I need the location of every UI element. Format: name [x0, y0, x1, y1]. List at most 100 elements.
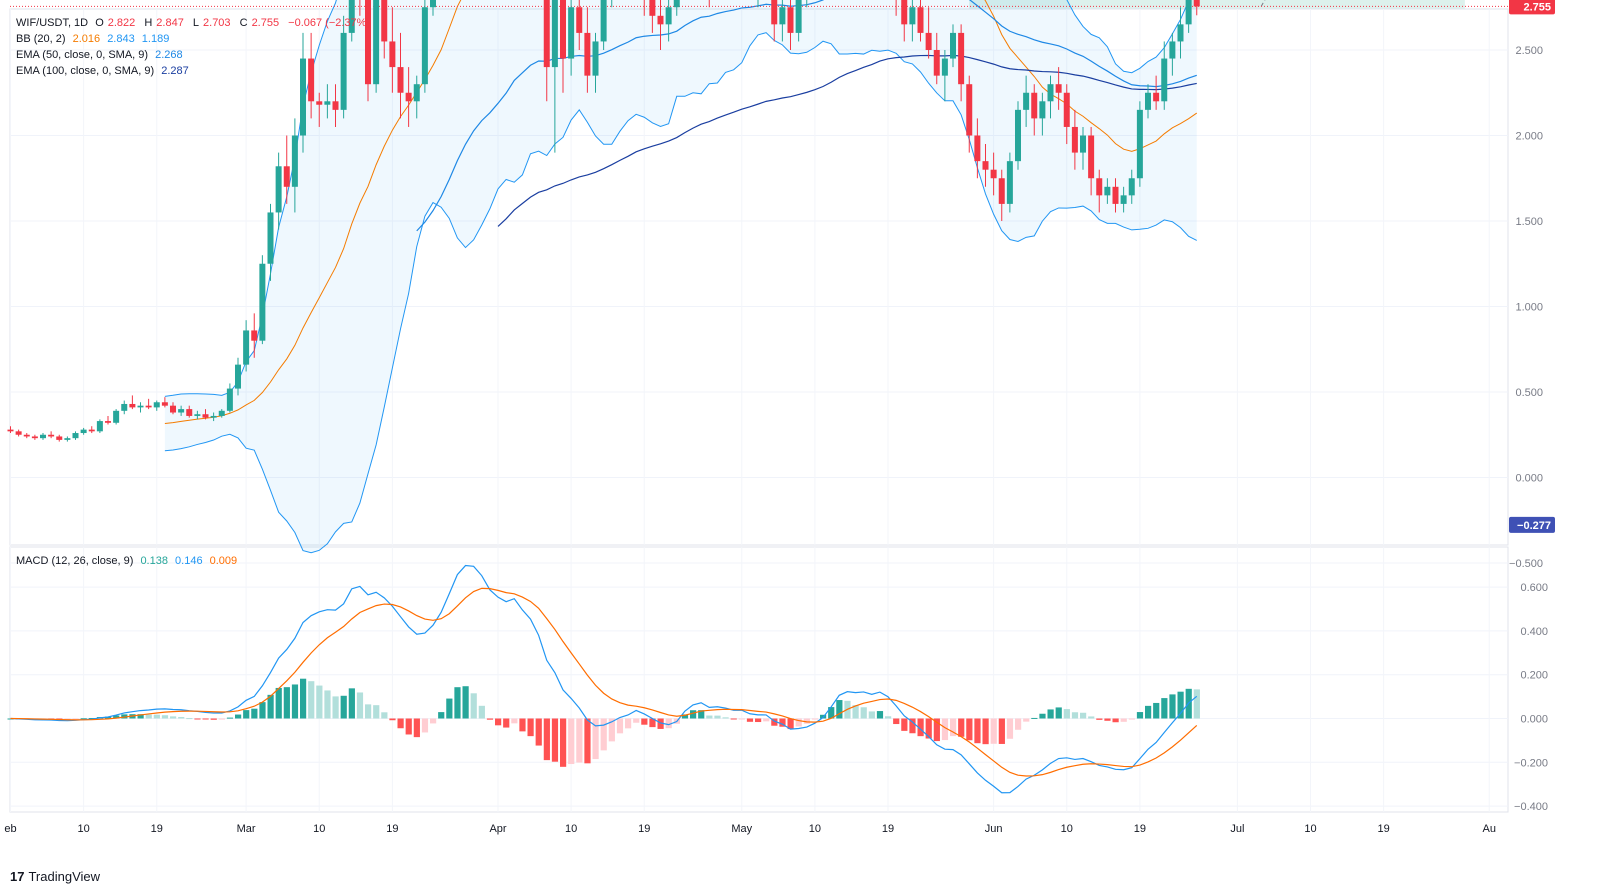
candle[interactable] [941, 50, 948, 102]
macd-histogram-bar[interactable] [348, 688, 355, 719]
macd-histogram-bar[interactable] [763, 718, 770, 722]
macd-histogram-bar[interactable] [340, 695, 347, 719]
brand[interactable]: 17 TradingView [10, 869, 100, 884]
macd-histogram-bar[interactable] [998, 718, 1005, 744]
candle[interactable] [251, 313, 258, 358]
candle[interactable] [1136, 101, 1143, 187]
macd-histogram-bar[interactable] [202, 718, 209, 720]
macd-histogram-bar[interactable] [860, 707, 867, 719]
candle[interactable] [340, 15, 347, 119]
candle[interactable] [413, 75, 420, 119]
macd-histogram-bar[interactable] [438, 712, 445, 719]
macd-histogram-bar[interactable] [1128, 718, 1135, 720]
candle[interactable] [649, 0, 656, 33]
candle[interactable] [990, 152, 997, 196]
candle[interactable] [795, 0, 802, 42]
candles[interactable] [7, 0, 1200, 442]
candle[interactable] [105, 415, 111, 425]
macd-histogram-bar[interactable] [243, 710, 250, 719]
macd-histogram-bar[interactable] [568, 718, 575, 765]
macd-histogram-bar[interactable] [1136, 712, 1144, 719]
macd-histogram-bar[interactable] [1169, 694, 1176, 719]
candle[interactable] [1023, 75, 1030, 127]
candle[interactable] [421, 0, 428, 93]
macd-histogram-bar[interactable] [755, 718, 762, 723]
macd-histogram-bar[interactable] [1120, 718, 1127, 722]
candle[interactable] [324, 84, 331, 119]
candle[interactable] [348, 0, 355, 42]
macd-histogram-bar[interactable] [421, 718, 429, 733]
candle[interactable] [1153, 75, 1160, 110]
macd-histogram-bar[interactable] [852, 705, 859, 719]
candle[interactable] [218, 409, 225, 418]
macd-histogram-bar[interactable] [495, 718, 502, 726]
candle[interactable] [80, 427, 87, 435]
macd-histogram-bar[interactable] [1071, 712, 1079, 719]
candle[interactable] [283, 135, 290, 204]
candle[interactable] [1096, 169, 1103, 213]
macd-histogram-bar[interactable] [113, 715, 120, 719]
candle[interactable] [170, 402, 176, 415]
candle[interactable] [365, 0, 371, 102]
candle[interactable] [1015, 101, 1021, 170]
macd-histogram-bar[interactable] [649, 718, 656, 728]
macd-histogram-bar[interactable] [950, 718, 957, 737]
candle[interactable] [137, 402, 144, 413]
candle[interactable] [1145, 84, 1151, 119]
macd-histogram-bar[interactable] [1088, 716, 1095, 719]
macd-histogram-bar[interactable] [1161, 698, 1168, 719]
candle[interactable] [194, 410, 201, 420]
signal-line[interactable] [10, 587, 1198, 777]
macd-histogram-bar[interactable] [690, 710, 697, 719]
candle[interactable] [178, 405, 185, 416]
candle[interactable] [308, 32, 315, 119]
macd-histogram-bar[interactable] [876, 711, 884, 719]
macd-histogram-bar[interactable] [1006, 718, 1014, 739]
macd-histogram-bar[interactable] [259, 702, 266, 719]
macd-histogram-bar[interactable] [405, 718, 412, 735]
macd-histogram-bar[interactable] [616, 718, 624, 734]
candle[interactable] [901, 0, 908, 42]
macd-histogram-bar[interactable] [909, 718, 916, 734]
macd-histogram-bar[interactable] [356, 692, 364, 719]
candle[interactable] [226, 383, 233, 413]
candle[interactable] [1128, 169, 1135, 204]
candle[interactable] [64, 436, 71, 442]
macd-histogram-bar[interactable] [275, 687, 282, 719]
macd-histogram-bar[interactable] [1177, 691, 1184, 719]
macd-histogram-bar[interactable] [397, 718, 404, 729]
candle[interactable] [243, 320, 250, 372]
macd-histogram-bar[interactable] [64, 718, 71, 720]
macd-histogram-bar[interactable] [730, 718, 737, 720]
macd-histogram-bar[interactable] [519, 718, 526, 732]
candle[interactable] [787, 0, 794, 50]
candle[interactable] [88, 426, 95, 434]
macd-histogram-bar[interactable] [893, 718, 900, 725]
candle[interactable] [1006, 152, 1013, 213]
macd-histogram-bar[interactable] [308, 681, 315, 719]
candle[interactable] [40, 433, 46, 440]
candle[interactable] [48, 431, 55, 439]
macd-histogram-bar[interactable] [738, 718, 745, 720]
candle[interactable] [113, 409, 120, 425]
candle[interactable] [1104, 178, 1111, 204]
macd-histogram-bar[interactable] [170, 716, 177, 719]
macd-histogram-bar[interactable] [974, 718, 981, 744]
candle[interactable] [332, 84, 339, 127]
candle[interactable] [576, 0, 583, 50]
macd-histogram-bar[interactable] [1145, 705, 1152, 719]
macd-histogram-bar[interactable] [625, 718, 632, 729]
candle[interactable] [560, 0, 566, 93]
candle[interactable] [316, 92, 323, 127]
candle[interactable] [982, 144, 989, 187]
macd-histogram-bar[interactable] [251, 708, 258, 719]
candle[interactable] [804, 0, 810, 8]
candle[interactable] [291, 118, 298, 213]
macd-histogram-bar[interactable] [828, 707, 835, 719]
candle[interactable] [966, 75, 973, 153]
candle[interactable] [568, 0, 575, 76]
candle[interactable] [1120, 186, 1127, 213]
macd-histogram-bar[interactable] [365, 704, 372, 719]
macd-histogram-bar[interactable] [990, 718, 997, 744]
candle[interactable] [917, 0, 924, 42]
